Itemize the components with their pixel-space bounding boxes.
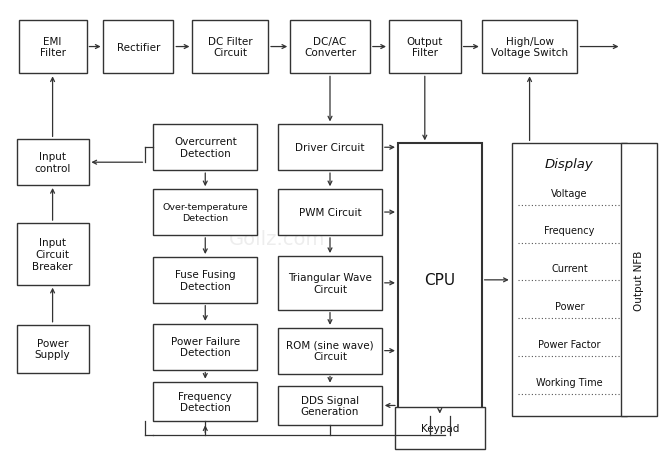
Text: Overcurrent
Detection: Overcurrent Detection [174,137,237,159]
Text: Output NFB: Output NFB [634,250,644,310]
Text: Current: Current [551,264,588,274]
Bar [621,144,657,416]
Bar [395,408,484,449]
Text: DC/AC
Converter: DC/AC Converter [304,37,356,58]
Bar [16,224,88,285]
Text: Keypad: Keypad [420,424,459,433]
Text: Frequency
Detection: Frequency Detection [178,391,232,412]
Bar [482,21,578,74]
Text: Output
Filter: Output Filter [407,37,443,58]
Text: Rectifier: Rectifier [117,43,160,52]
Text: Input
Circuit
Breaker: Input Circuit Breaker [32,238,73,271]
Text: Driver Circuit: Driver Circuit [295,143,365,153]
Bar [153,324,257,370]
Bar [153,125,257,171]
Text: Working Time: Working Time [536,377,603,387]
Text: DC Filter
Circuit: DC Filter Circuit [208,37,253,58]
Bar [278,257,382,310]
Text: Power Failure
Detection: Power Failure Detection [171,336,240,358]
Bar [278,125,382,171]
Text: ROM (sine wave)
Circuit: ROM (sine wave) Circuit [286,340,374,362]
Text: Voltage: Voltage [551,188,588,198]
Text: Power
Supply: Power Supply [35,338,71,360]
Bar [153,382,257,421]
Bar [104,21,174,74]
Text: Frequency: Frequency [544,226,595,236]
Bar [278,386,382,425]
Text: EMI
Filter: EMI Filter [40,37,65,58]
Bar [153,190,257,235]
Text: High/Low
Voltage Switch: High/Low Voltage Switch [491,37,568,58]
Bar [512,144,628,416]
Text: DDS Signal
Generation: DDS Signal Generation [301,395,359,416]
Bar [278,328,382,374]
Bar [389,21,461,74]
Bar [192,21,268,74]
Bar [16,140,88,186]
Bar [278,190,382,235]
Text: Over-temperature
Detection: Over-temperature Detection [162,203,248,222]
Bar [398,144,482,416]
Bar [290,21,370,74]
Text: Fuse Fusing
Detection: Fuse Fusing Detection [175,269,236,291]
Bar [153,257,257,303]
Text: Gollz.com: Gollz.com [229,229,325,248]
Bar [16,325,88,373]
Text: Input
control: Input control [34,152,71,174]
Text: PWM Circuit: PWM Circuit [299,207,361,218]
Bar [18,21,86,74]
Text: Power Factor: Power Factor [539,339,601,349]
Text: Triangular Wave
Circuit: Triangular Wave Circuit [288,273,372,294]
Text: CPU: CPU [424,273,455,288]
Text: Power: Power [555,302,584,312]
Text: Display: Display [545,157,594,170]
